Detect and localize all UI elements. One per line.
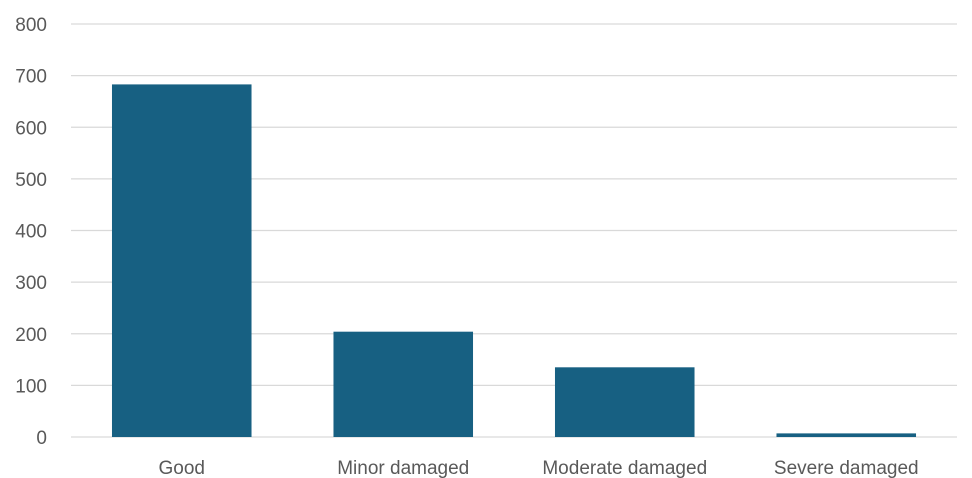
bar-good	[111, 84, 252, 438]
y-tick-label-600: 600	[15, 118, 47, 139]
x-category-label-moderate-damaged: Moderate damaged	[542, 458, 707, 478]
y-axis-tick-labels: 0 100 200 300 400 500 600 700 800	[15, 15, 47, 449]
x-category-label-severe-damaged: Severe damaged	[774, 458, 919, 478]
bar-moderate-damaged	[554, 367, 695, 437]
y-tick-label-100: 100	[15, 376, 47, 397]
x-axis-category-labels: Good Minor damaged Moderate damaged Severe …	[159, 458, 919, 478]
bars	[111, 84, 917, 438]
y-tick-label-800: 800	[15, 15, 47, 36]
y-tick-label-200: 200	[15, 325, 47, 346]
bar-minor-damaged	[333, 331, 474, 437]
x-category-label-minor-damaged: Minor damaged	[337, 458, 469, 478]
y-tick-label-400: 400	[15, 222, 47, 243]
y-tick-label-300: 300	[15, 273, 47, 294]
y-tick-label-500: 500	[15, 170, 47, 191]
y-tick-label-700: 700	[15, 67, 47, 88]
x-category-label-good: Good	[159, 458, 205, 478]
bar-severe-damaged	[776, 433, 917, 437]
y-tick-label-0: 0	[36, 428, 47, 449]
